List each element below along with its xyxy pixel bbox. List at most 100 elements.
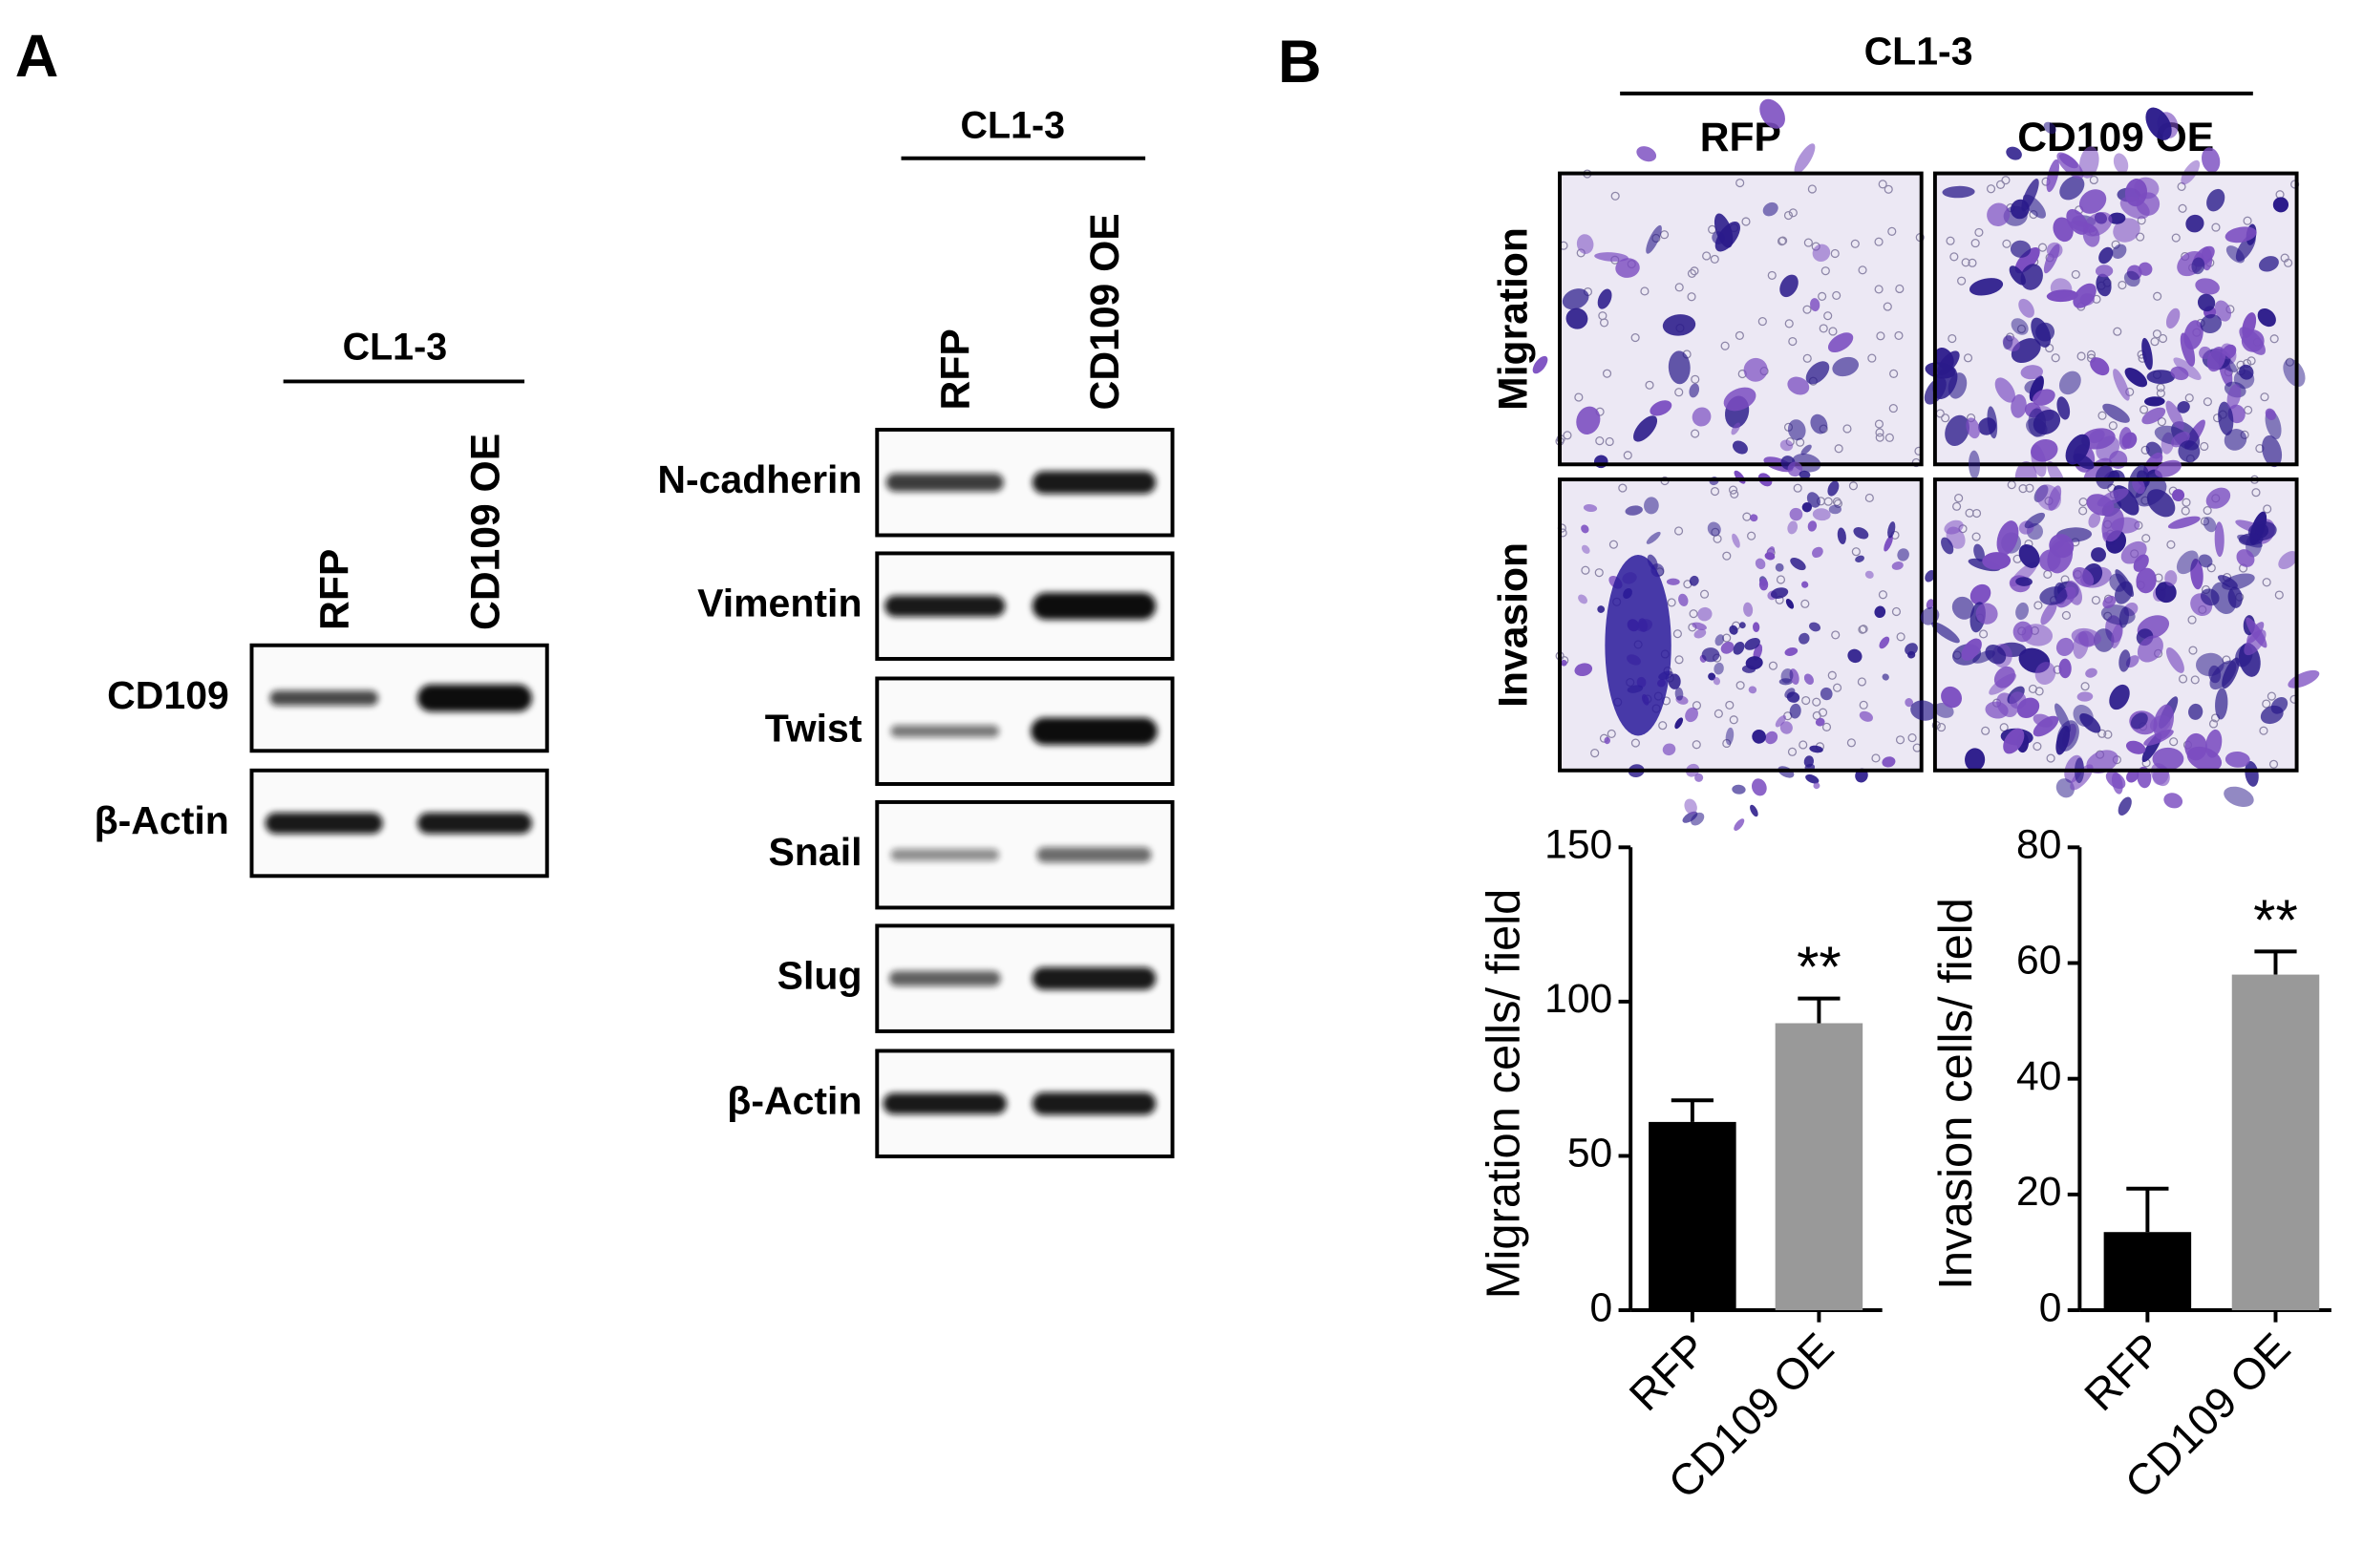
cell (1789, 507, 1803, 521)
y-tick-label: 150 (1544, 822, 1612, 868)
pore (1848, 481, 1859, 491)
cell (1879, 636, 1890, 649)
cell (1790, 557, 1806, 571)
pore (1858, 625, 1867, 634)
cell (2206, 188, 2225, 212)
pore (1830, 248, 1840, 259)
cell (1644, 497, 1659, 515)
cell (1996, 520, 2019, 556)
pore (2182, 498, 2191, 507)
cell (1780, 667, 1794, 684)
band (417, 812, 532, 835)
blot-row-label: β-Actin (95, 798, 229, 842)
pore (2076, 351, 2086, 361)
pore (2108, 421, 2118, 431)
pore (2262, 578, 2271, 587)
pore (1788, 336, 1798, 347)
cell (1697, 606, 1713, 622)
cell (2111, 623, 2122, 648)
cell (2079, 293, 2096, 306)
cell (1723, 387, 1756, 412)
band (885, 473, 1004, 492)
cell (1794, 143, 1816, 175)
pore (1818, 708, 1828, 717)
pore (2033, 741, 2042, 752)
cell (1751, 778, 1767, 796)
cell (2166, 646, 2184, 673)
cell (1775, 562, 1784, 572)
cell (2113, 218, 2140, 243)
cell (2056, 396, 2071, 420)
column-label: CD109 OE (2017, 115, 2214, 160)
cell (2170, 366, 2189, 381)
cell (1973, 543, 1985, 562)
cell (1693, 628, 1707, 639)
cell (2015, 577, 2033, 586)
cell (1972, 650, 1996, 664)
cell (1561, 659, 1567, 667)
micrograph (1532, 98, 1969, 473)
cell (2097, 488, 2129, 507)
cell (2088, 429, 2105, 444)
band (265, 812, 383, 835)
cell (2109, 573, 2127, 592)
cell (2102, 403, 2130, 423)
cell (2180, 332, 2196, 367)
cell (1764, 731, 1778, 745)
pore (2113, 327, 2122, 336)
pore (2268, 759, 2279, 769)
pore (1793, 483, 1802, 493)
micrograph-frame (1558, 477, 1924, 773)
pore (1867, 353, 1877, 363)
cell (2058, 658, 2072, 679)
cell (1887, 521, 1896, 539)
cell (2088, 512, 2101, 528)
cell (2011, 393, 2027, 418)
blot-row-label: Twist (765, 707, 862, 751)
cell (2024, 380, 2043, 394)
cell (1891, 562, 1904, 570)
cell (2165, 400, 2184, 431)
pore (1728, 485, 1738, 495)
pore (1690, 266, 1699, 276)
pore (2051, 353, 2060, 363)
pore (2086, 350, 2097, 359)
cell (2111, 772, 2123, 795)
cell (1738, 622, 1746, 629)
pore (1948, 333, 1957, 344)
cell (1810, 298, 1820, 312)
cell (1775, 714, 1786, 728)
cell (1578, 594, 1588, 604)
pore (1874, 419, 1884, 429)
cell (2096, 435, 2120, 461)
cell (1837, 527, 1846, 544)
pore (1735, 330, 1744, 340)
cell (1576, 406, 1601, 434)
cell (1969, 450, 1981, 479)
cell (2003, 334, 2013, 350)
cell (2272, 197, 2289, 213)
cell (2031, 438, 2058, 462)
cell (1583, 504, 1598, 513)
cell (1762, 201, 1778, 217)
cell (2020, 264, 2043, 290)
cell (2056, 720, 2079, 752)
pore (2025, 483, 2034, 493)
pore (1714, 709, 1723, 718)
cell (2072, 567, 2095, 587)
cell (2177, 401, 2190, 413)
y-tick-label: 0 (2039, 1284, 2062, 1330)
cell (2015, 602, 2029, 621)
cell (2258, 256, 2279, 272)
cell (2222, 573, 2255, 590)
cell (1692, 407, 1712, 427)
significance-label: ** (2253, 888, 2298, 952)
pore (2188, 646, 2198, 655)
cell (2198, 554, 2213, 568)
row-label: Migration (1491, 227, 1537, 411)
pore (2033, 601, 2043, 610)
cell (1562, 288, 1589, 310)
cell (2163, 793, 2183, 809)
cell (1574, 663, 1593, 677)
cell (2141, 337, 2153, 371)
